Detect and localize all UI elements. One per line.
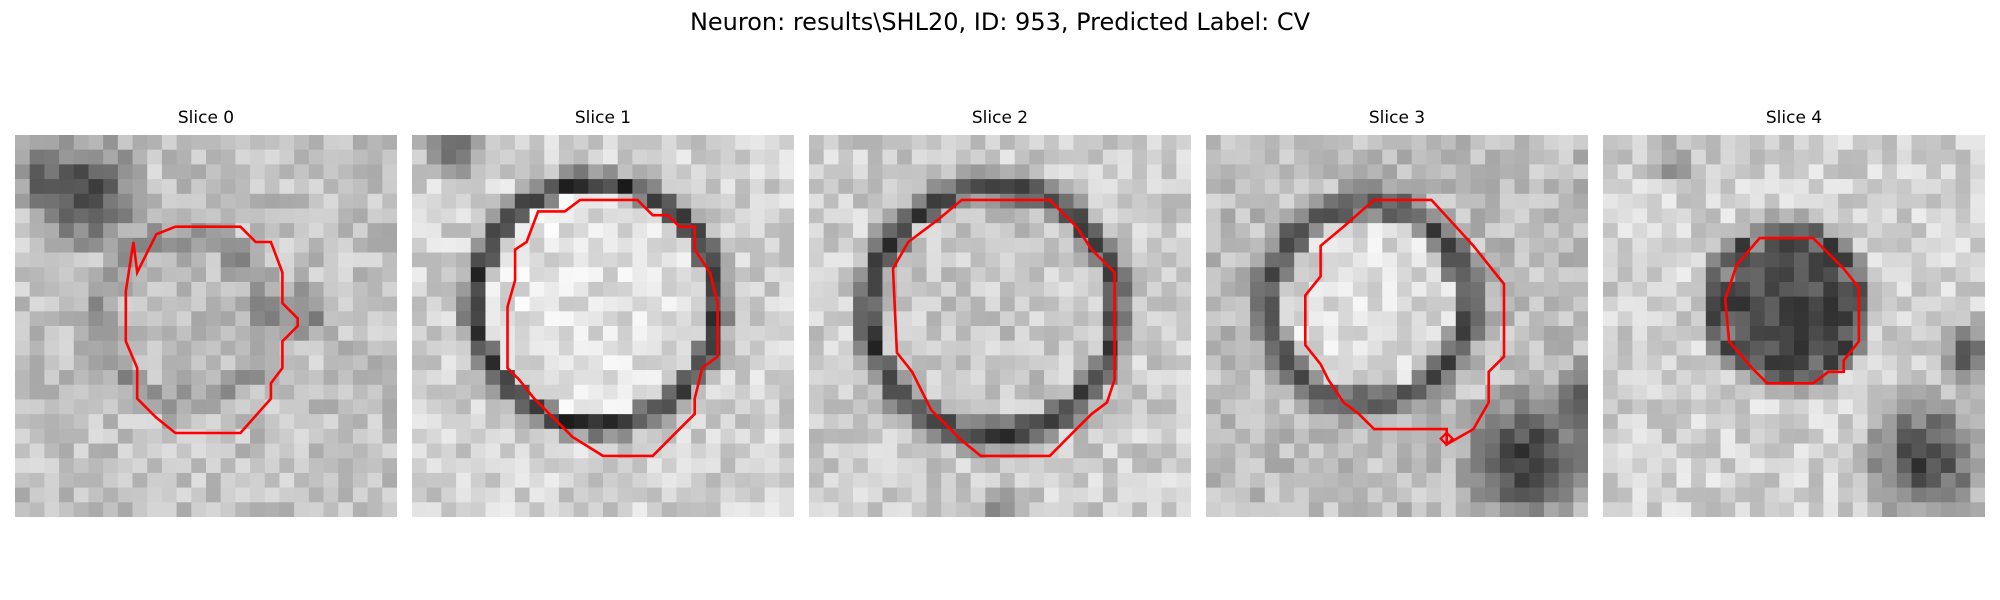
slice-image-1 bbox=[412, 135, 794, 517]
slice-image-3 bbox=[1206, 135, 1588, 517]
red-outline bbox=[506, 198, 719, 458]
slice-image-0 bbox=[15, 135, 397, 517]
slice-title-2: Slice 2 bbox=[971, 108, 1029, 128]
figure-title: Neuron: results\SHL20, ID: 953, Predicte… bbox=[689, 8, 1311, 36]
red-outline-fragment bbox=[1439, 431, 1455, 447]
slice-title-0: Slice 0 bbox=[177, 108, 235, 128]
pixel-grid bbox=[15, 135, 397, 517]
pixel-grid bbox=[1603, 135, 1985, 517]
red-outline bbox=[1723, 236, 1861, 385]
slice-image-4 bbox=[1603, 135, 1985, 517]
slice-image-2 bbox=[809, 135, 1191, 517]
slice-title-1: Slice 1 bbox=[574, 108, 632, 128]
pixel-grid bbox=[809, 135, 1191, 517]
pixel-grid bbox=[1206, 135, 1588, 517]
slice-title-3: Slice 3 bbox=[1368, 108, 1426, 128]
red-outline bbox=[1304, 198, 1506, 447]
slice-title-4: Slice 4 bbox=[1765, 108, 1823, 128]
red-outline bbox=[124, 225, 300, 435]
pixel-grid bbox=[412, 135, 794, 517]
red-outline bbox=[891, 198, 1116, 458]
